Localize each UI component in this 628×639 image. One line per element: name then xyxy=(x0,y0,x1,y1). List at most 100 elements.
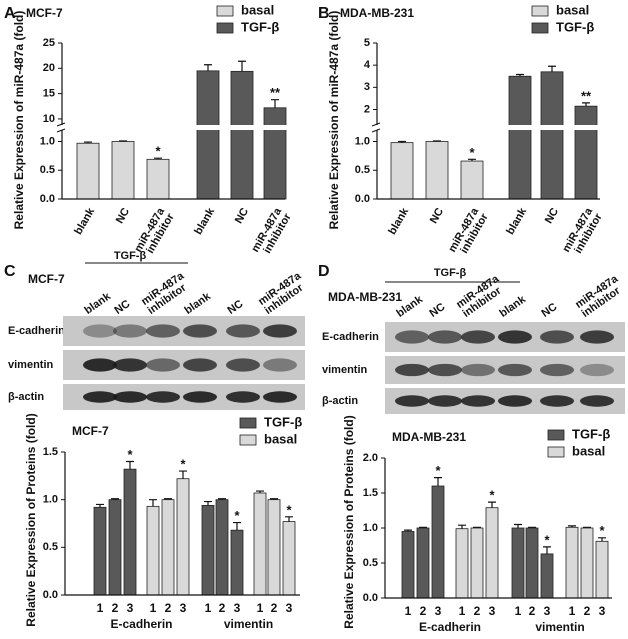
blot-band xyxy=(183,358,217,372)
error-bar xyxy=(179,470,187,479)
x-tick-label: 1 xyxy=(97,601,104,615)
significance-label: * xyxy=(180,457,186,472)
error-bar xyxy=(528,526,536,528)
blot-band xyxy=(540,330,574,344)
error-bar xyxy=(434,477,442,486)
blot-band xyxy=(83,324,117,338)
blot-band xyxy=(263,358,297,372)
bar xyxy=(540,71,564,200)
bar xyxy=(565,526,579,599)
blot-band xyxy=(113,324,147,338)
legend-swatch xyxy=(531,5,549,17)
x-tick-label: 3 xyxy=(127,601,134,615)
error-bar xyxy=(204,500,212,506)
x-tick-label: 1 xyxy=(569,604,576,618)
error-bar xyxy=(582,102,590,107)
bar xyxy=(595,540,609,599)
legend-label: TGF-β xyxy=(572,426,610,441)
bar xyxy=(108,499,122,596)
y-tick-label: 0.0 xyxy=(355,193,370,205)
error-bar xyxy=(543,546,551,554)
bar xyxy=(460,160,484,200)
bar xyxy=(580,527,594,599)
bar xyxy=(431,485,445,599)
bar xyxy=(574,105,598,200)
y-tick-label: 1.0 xyxy=(43,494,58,506)
bar xyxy=(390,142,414,200)
x-tick-label: NC xyxy=(114,206,132,226)
legend-label: basal xyxy=(264,431,297,446)
lane-label: NC xyxy=(428,301,448,320)
row-label: β-actin xyxy=(8,391,44,403)
bar xyxy=(455,528,469,599)
error-bar xyxy=(516,73,524,77)
lane-label: NC xyxy=(226,298,246,317)
x-tick-label: blank xyxy=(386,205,411,237)
blot-band xyxy=(263,391,297,403)
blot-band xyxy=(580,330,614,344)
y-tick-label: 2.0 xyxy=(363,452,378,464)
lane-label: blank xyxy=(83,290,114,317)
error-bar xyxy=(154,157,162,160)
bar xyxy=(508,75,532,200)
x-tick-label: 3 xyxy=(544,604,551,618)
blot-band xyxy=(428,330,462,344)
blot-band xyxy=(461,330,495,344)
y-tick-label: 3 xyxy=(364,81,370,93)
y-axis-label: Relative Expression of miR-487a (fold) xyxy=(327,11,341,230)
blot-band xyxy=(146,324,180,338)
significance-label: * xyxy=(234,508,240,523)
bar xyxy=(525,527,539,599)
x-tick-label: 2 xyxy=(165,601,172,615)
significance-label: * xyxy=(155,144,161,159)
legend-label: basal xyxy=(556,2,589,17)
x-tick-label: NC xyxy=(543,206,561,226)
blot-band xyxy=(498,330,532,344)
group-label: vimentin xyxy=(224,617,273,631)
significance-label: * xyxy=(286,502,292,517)
legend-label: basal xyxy=(241,2,274,17)
bar xyxy=(111,141,135,200)
axis-break xyxy=(369,125,602,130)
error-bar xyxy=(548,65,556,72)
axis-break-mark xyxy=(371,122,381,133)
error-bar xyxy=(270,498,278,500)
bar xyxy=(201,504,215,596)
x-tick-label: blank xyxy=(504,205,529,237)
blot-band xyxy=(146,358,180,372)
error-bar xyxy=(488,501,496,508)
error-bar xyxy=(458,524,466,529)
row-label: E-cadherin xyxy=(8,325,65,337)
row-label: vimentin xyxy=(8,359,54,371)
y-tick-label: 15 xyxy=(43,88,55,100)
error-bar xyxy=(568,525,576,528)
lane-label: NC xyxy=(113,298,133,317)
blot-band xyxy=(113,391,147,403)
bar xyxy=(401,531,415,599)
error-bar xyxy=(111,498,119,500)
error-bar xyxy=(419,526,427,528)
blot-band xyxy=(113,358,147,372)
bar xyxy=(215,499,229,596)
row-label: β-actin xyxy=(322,395,358,407)
x-tick-label: 3 xyxy=(180,601,187,615)
x-tick-label: 1 xyxy=(515,604,522,618)
error-bar xyxy=(598,537,606,542)
blot-band xyxy=(183,324,217,338)
error-bar xyxy=(96,503,104,508)
panel-letter: B xyxy=(318,5,330,22)
bar xyxy=(485,507,499,599)
blot-band xyxy=(461,395,495,407)
panel-letter: C xyxy=(4,263,16,280)
blot-band xyxy=(183,391,217,403)
treatment-label: TGF-β xyxy=(434,267,467,279)
bar xyxy=(470,527,484,599)
x-tick-label: 2 xyxy=(219,601,226,615)
axis-break xyxy=(54,125,287,130)
bar xyxy=(196,70,220,200)
x-tick-label: 3 xyxy=(435,604,442,618)
row-label: E-cadherin xyxy=(322,331,379,343)
bar xyxy=(76,142,100,200)
error-bar xyxy=(238,60,246,72)
